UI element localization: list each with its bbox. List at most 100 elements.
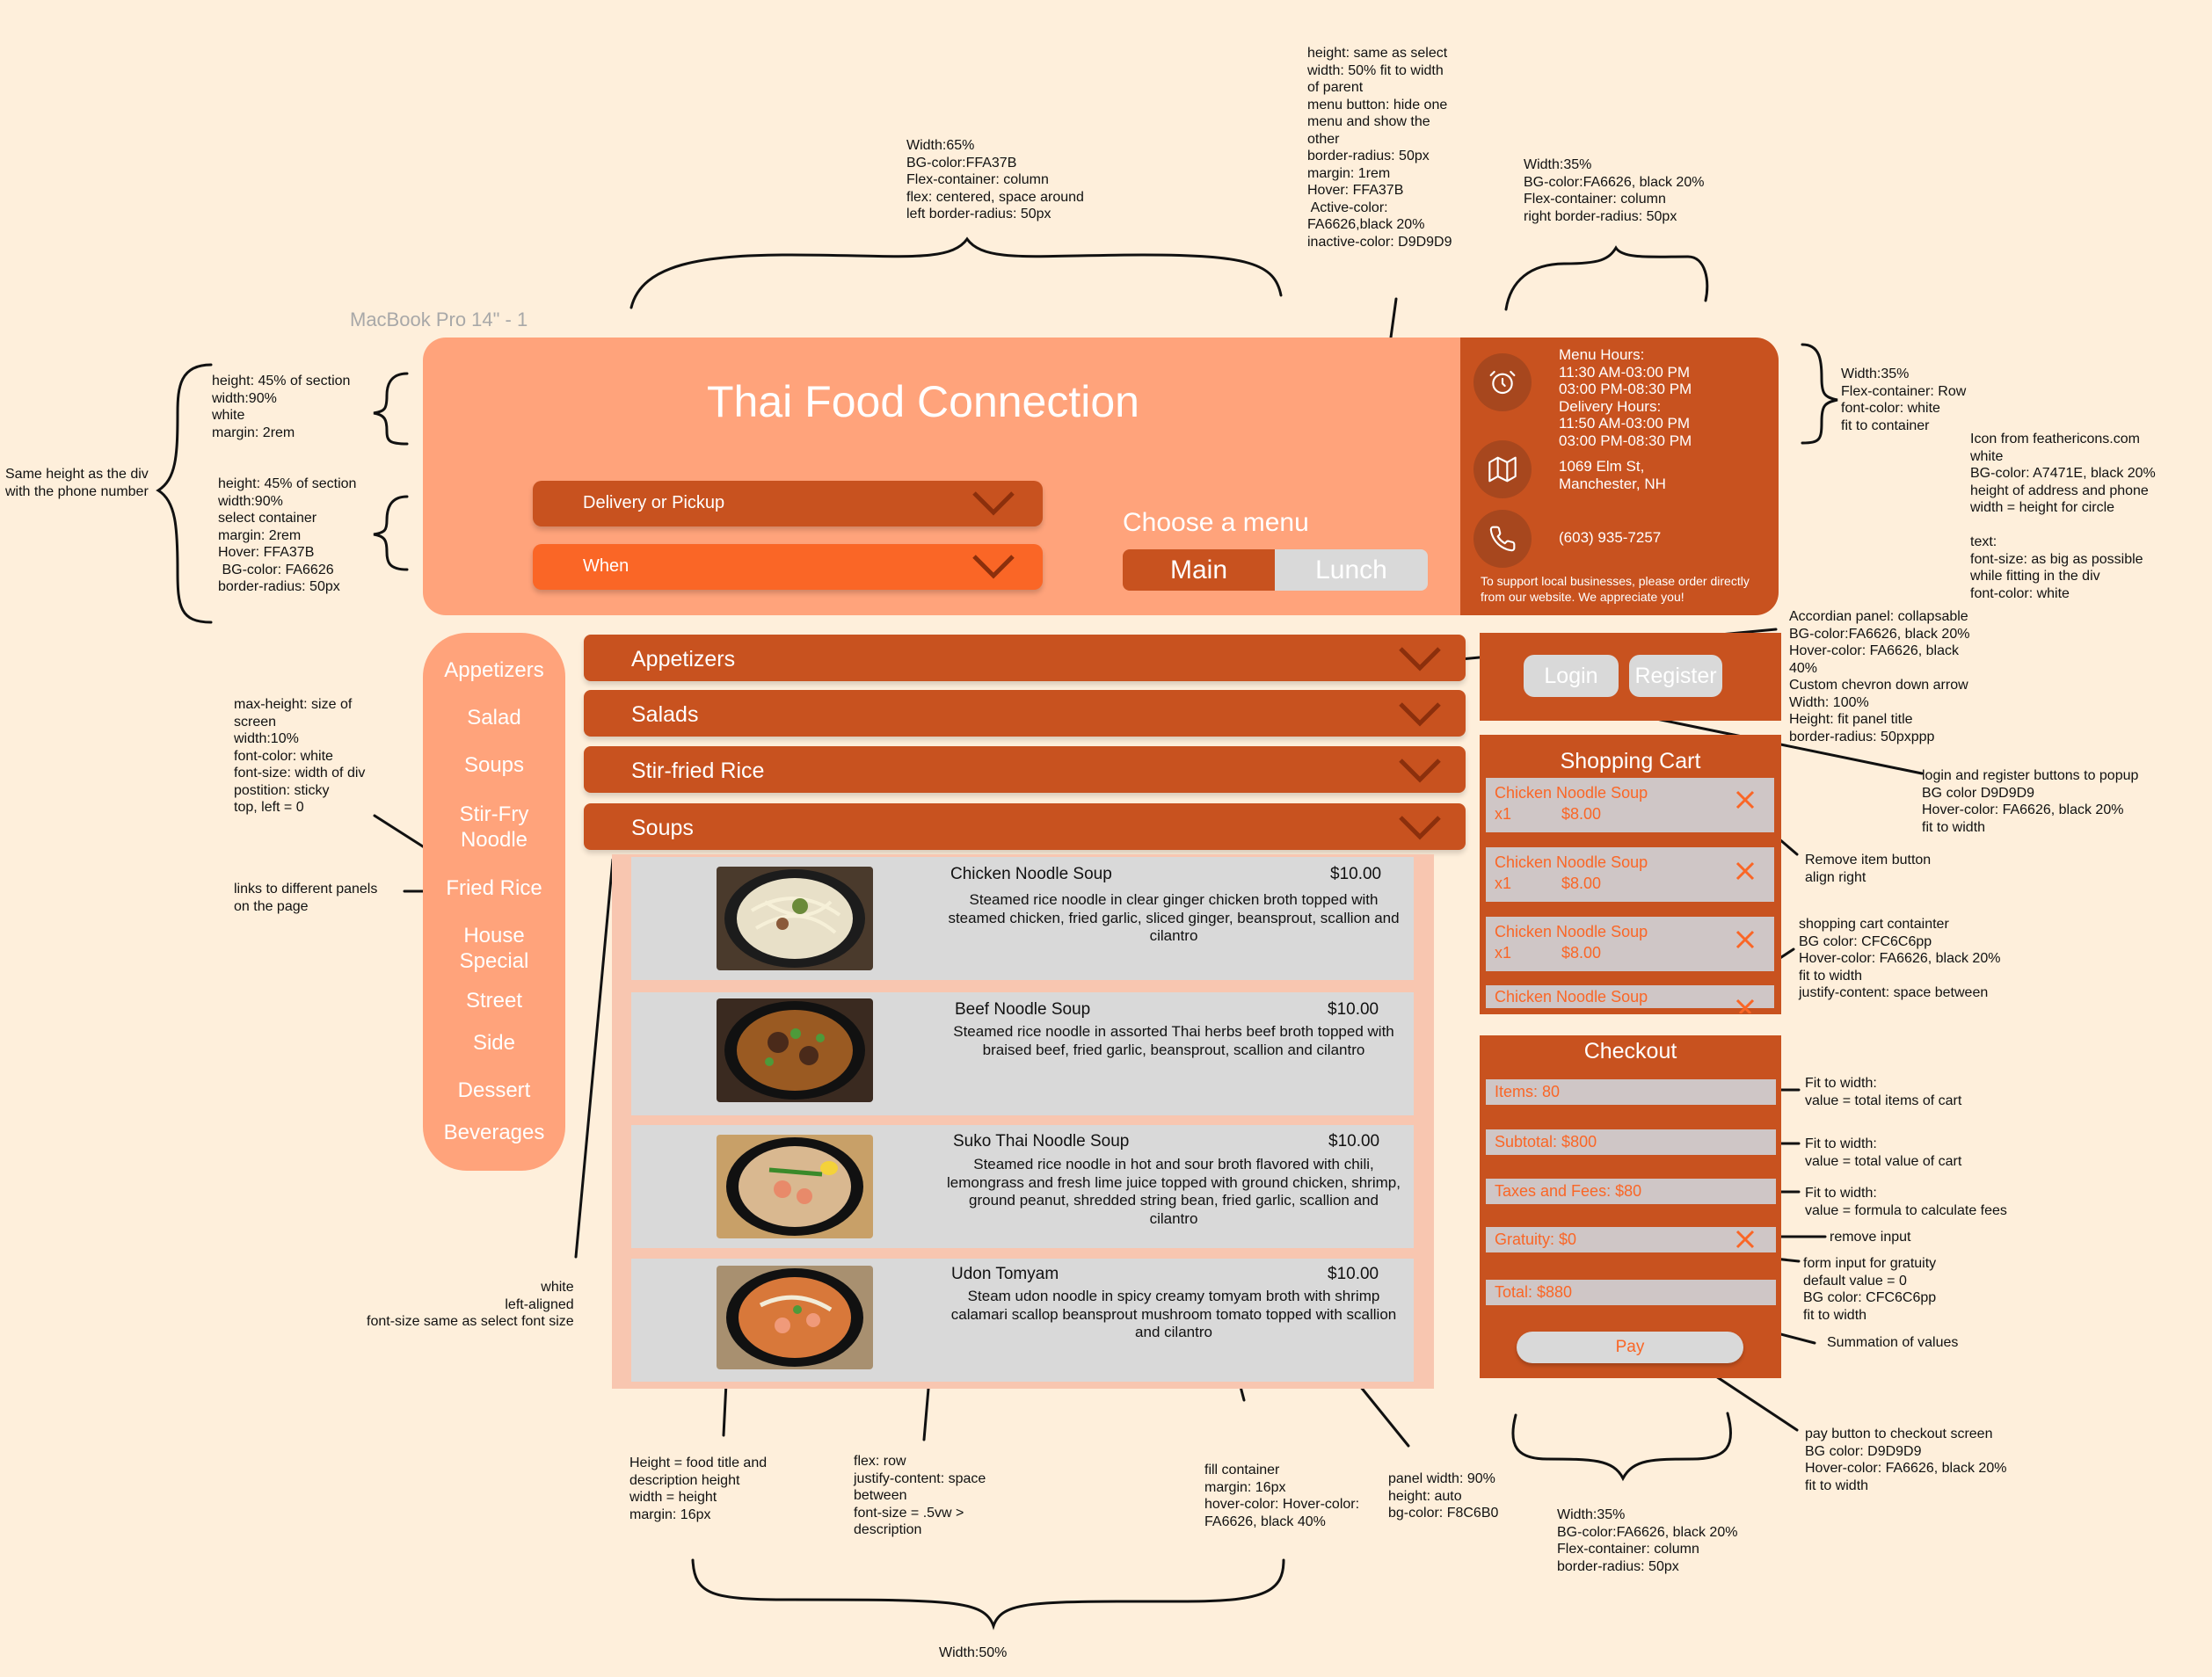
- taxes-value: Taxes and Fees: $80: [1495, 1182, 1642, 1200]
- sidebar-link[interactable]: Appetizers: [444, 658, 544, 682]
- sidebar-link[interactable]: Street: [465, 989, 523, 1013]
- sidebar-link[interactable]: Fried Rice: [446, 876, 542, 900]
- close-icon[interactable]: [1735, 1229, 1756, 1250]
- close-icon[interactable]: [1735, 789, 1756, 810]
- cart-item-name: Chicken Noodle Soup: [1495, 988, 1648, 1005]
- cart-item-price: $8.00: [1561, 875, 1602, 892]
- items-field: Items: 80: [1486, 1079, 1776, 1105]
- register-button[interactable]: Register: [1629, 655, 1722, 697]
- cart-item-name: Chicken Noodle Soup: [1495, 923, 1648, 940]
- sidebar-link[interactable]: Stir-Fry Noodle: [459, 802, 529, 852]
- food-description: Steamed rice noodle in clear ginger chic…: [948, 891, 1400, 944]
- annotation-width-50: Width:50%: [939, 1645, 1008, 1660]
- delivery-select[interactable]: Delivery or Pickup: [533, 481, 1043, 526]
- annotation-pay: pay button to checkout screen BG color: …: [1805, 1427, 2007, 1493]
- map-icon: [1473, 440, 1532, 498]
- panel-stir-fried-rice[interactable]: Stir-fried Rice: [584, 746, 1466, 793]
- delivery-select-label: Delivery or Pickup: [583, 493, 725, 512]
- annotation-items: Fit to width: value = total items of car…: [1805, 1076, 1962, 1108]
- panel-appetizers[interactable]: Appetizers: [584, 635, 1466, 681]
- food-image: [717, 998, 873, 1102]
- annotation-same-height: Same height as the div with the phone nu…: [5, 467, 149, 499]
- food-description: Steamed rice noodle in hot and sour brot…: [947, 1156, 1401, 1227]
- site-title: Thai Food Connection: [707, 377, 1139, 426]
- pay-button[interactable]: Pay: [1517, 1332, 1743, 1363]
- subtotal-value: Subtotal: $800: [1495, 1133, 1597, 1151]
- sidebar-link[interactable]: Soups: [463, 753, 525, 777]
- annotation-links: links to different panels on the page: [234, 882, 378, 914]
- annotation-header-left: Width:65% BG-color:FFA37B Flex-container…: [906, 138, 1084, 221]
- food-image: [717, 867, 873, 970]
- annotation-card-fill: fill container margin: 16px hover-color:…: [1204, 1463, 1360, 1529]
- annotation-menu-toggle: height: same as select width: 50% fit to…: [1307, 46, 1452, 250]
- annotation-panel: panel width: 90% height: auto bg-color: …: [1388, 1471, 1499, 1521]
- food-image: [717, 1135, 873, 1238]
- sidebar-link[interactable]: Side: [472, 1031, 516, 1055]
- food-price: $10.00: [1328, 1132, 1380, 1151]
- chevron-down-icon: [972, 555, 1015, 579]
- sidebar-link[interactable]: House Special: [459, 924, 529, 973]
- annotation-login: login and register buttons to popup BG c…: [1922, 768, 2139, 835]
- close-icon[interactable]: [1735, 998, 1756, 1013]
- annotation-title: height: 45% of section width:90% white m…: [212, 374, 351, 440]
- chevron-down-icon: [972, 491, 1015, 516]
- annotation-remove-item: Remove item button align right: [1805, 853, 1932, 885]
- cart-item-qty: x1: [1495, 944, 1512, 962]
- sidebar-link[interactable]: Beverages: [443, 1121, 545, 1144]
- cart-item: Chicken Noodle Soup: [1486, 985, 1774, 1008]
- food-description: Steam udon noodle in spicy creamy tomyam…: [950, 1288, 1397, 1340]
- annotation-sidebar-text: white left-aligned font-size same as sel…: [367, 1280, 574, 1329]
- menu-main-button[interactable]: Main: [1123, 549, 1275, 591]
- sidebar-link[interactable]: Salad: [467, 706, 521, 730]
- address-text: 1069 Elm St, Manchester, NH: [1559, 458, 1666, 492]
- sidebar: [423, 633, 565, 1171]
- chevron-down-icon: [1399, 759, 1441, 783]
- menu-lunch-button[interactable]: Lunch: [1275, 549, 1428, 591]
- gratuity-value: Gratuity: $0: [1495, 1231, 1577, 1248]
- frame-label: MacBook Pro 14" - 1: [350, 309, 528, 330]
- food-price: $10.00: [1328, 1265, 1379, 1283]
- phone-icon: [1473, 510, 1532, 568]
- panel-soups[interactable]: Soups: [584, 803, 1466, 850]
- annotation-subtotal: Fit to width: value = total value of car…: [1805, 1136, 1962, 1169]
- chevron-down-icon: [1399, 647, 1441, 672]
- items-value: Items: 80: [1495, 1083, 1561, 1100]
- annotation-icon: Icon from feathericons.com white BG-colo…: [1970, 432, 2156, 601]
- food-title: Udon Tomyam: [951, 1265, 1059, 1283]
- cart-item: Chicken Noodle Soup x1 $8.00: [1486, 778, 1774, 832]
- sidebar-link[interactable]: Dessert: [457, 1078, 531, 1102]
- when-select[interactable]: When: [533, 544, 1043, 590]
- annotation-select: height: 45% of section width:90% select …: [218, 476, 357, 594]
- choose-menu-label: Choose a menu: [1123, 508, 1309, 537]
- close-icon[interactable]: [1735, 860, 1756, 882]
- menu-toggle: Main Lunch: [1123, 549, 1428, 591]
- chevron-down-icon: [1399, 702, 1441, 727]
- food-title: Suko Thai Noodle Soup: [953, 1132, 1130, 1151]
- annotation-header-right: Width:35% BG-color:FA6626, black 20% Fle…: [1524, 157, 1705, 224]
- annotation-thumb: Height = food title and description heig…: [629, 1456, 768, 1522]
- cart-item-price: $8.00: [1561, 805, 1602, 823]
- cart-item-name: Chicken Noodle Soup: [1495, 784, 1648, 802]
- hours-text: Menu Hours: 11:30 AM-03:00 PM 03:00 PM-0…: [1559, 346, 1692, 449]
- close-icon[interactable]: [1735, 929, 1756, 950]
- cart-item-qty: x1: [1495, 805, 1512, 823]
- panel-title: Stir-fried Rice: [631, 759, 765, 783]
- panel-title: Salads: [631, 702, 699, 727]
- taxes-field: Taxes and Fees: $80: [1486, 1179, 1776, 1204]
- cart-item-price: $8.00: [1561, 944, 1602, 962]
- gratuity-input[interactable]: Gratuity: $0: [1486, 1227, 1776, 1252]
- when-select-label: When: [583, 556, 629, 576]
- panel-salads[interactable]: Salads: [584, 690, 1466, 737]
- annotation-summation: Summation of values: [1827, 1335, 1959, 1350]
- annotation-card-flex: flex: row justify-content: space between…: [854, 1454, 986, 1537]
- login-button[interactable]: Login: [1524, 655, 1619, 697]
- phone-number[interactable]: (603) 935-7257: [1559, 529, 1662, 546]
- checkout-title: Checkout: [1583, 1039, 1677, 1064]
- annotation-accordion: Accordian panel: collapsable BG-color:FA…: [1789, 609, 1970, 744]
- food-description: Steamed rice noodle in assorted Thai her…: [953, 1023, 1394, 1058]
- food-image: [717, 1266, 873, 1369]
- annotation-info-row: Width:35% Flex-container: Row font-color…: [1841, 367, 1967, 433]
- alarm-clock-icon: [1473, 353, 1532, 411]
- annotation-gratuity: form input for gratuity default value = …: [1803, 1256, 1937, 1323]
- food-title: Chicken Noodle Soup: [950, 865, 1112, 883]
